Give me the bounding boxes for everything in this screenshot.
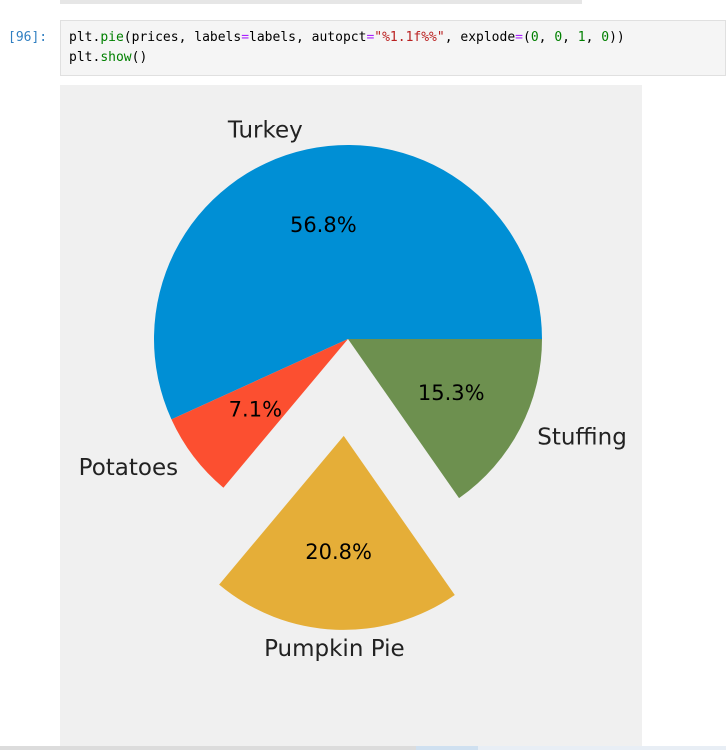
pie-slice-turkey — [153, 144, 542, 420]
code-token: , — [585, 30, 602, 45]
code-token: show — [100, 50, 132, 65]
pie-category-label: Pumpkin Pie — [264, 636, 405, 662]
code-token: () — [131, 50, 148, 65]
input-prompt: [96]: — [8, 30, 48, 45]
code-token: 0 — [601, 30, 610, 45]
code-token: pie — [100, 30, 124, 45]
pie-category-label: Turkey — [227, 117, 303, 143]
code-editor[interactable]: plt.pie(prices, labels=labels, autopct="… — [60, 20, 726, 76]
pie-percent-label: 15.3% — [418, 381, 485, 405]
code-text[interactable]: plt.pie(prices, labels=labels, autopct="… — [69, 28, 625, 68]
previous-output-edge — [60, 0, 582, 4]
code-token: 0 — [530, 30, 539, 45]
pie-percent-label: 20.8% — [305, 540, 372, 564]
pie-slice-stuffing — [348, 339, 542, 499]
code-token: )) — [609, 30, 625, 45]
code-token: = — [241, 30, 250, 45]
code-token: , — [538, 30, 555, 45]
code-token: 1 — [577, 30, 586, 45]
bottom-scrollbar[interactable] — [0, 746, 726, 750]
notebook-code-cell[interactable]: [96]: plt.pie(prices, labels=labels, aut… — [0, 20, 726, 80]
code-token: = — [515, 30, 523, 45]
pie-percent-label: 56.8% — [290, 213, 357, 237]
code-token: labels, autopct — [249, 30, 367, 45]
pie-slice-pumpkin-pie — [219, 435, 455, 630]
scrollbar-thumb[interactable] — [416, 746, 478, 750]
pie-percent-label: 7.1% — [229, 397, 282, 421]
code-token: plt. — [69, 30, 101, 45]
code-token: 0 — [554, 30, 563, 45]
code-token: "%1.1f%%" — [374, 30, 445, 45]
pie-chart: 56.8% Turkey 7.1% Potatoes 20.8% Pumpkin Pie 1… — [79, 117, 627, 662]
pie-slice-potatoes — [171, 339, 348, 488]
pie-category-label: Stuffing — [537, 425, 627, 451]
code-token: plt. — [69, 50, 101, 65]
code-token: , — [562, 30, 578, 45]
code-token: ( — [523, 30, 531, 45]
pie-category-label: Potatoes — [79, 455, 178, 481]
code-token: = — [366, 30, 375, 45]
code-token: , explode — [444, 30, 516, 45]
cell-output: 56.8% Turkey 7.1% Potatoes 20.8% Pumpkin Pie 1… — [60, 85, 642, 750]
code-token: (prices, labels — [123, 30, 242, 45]
